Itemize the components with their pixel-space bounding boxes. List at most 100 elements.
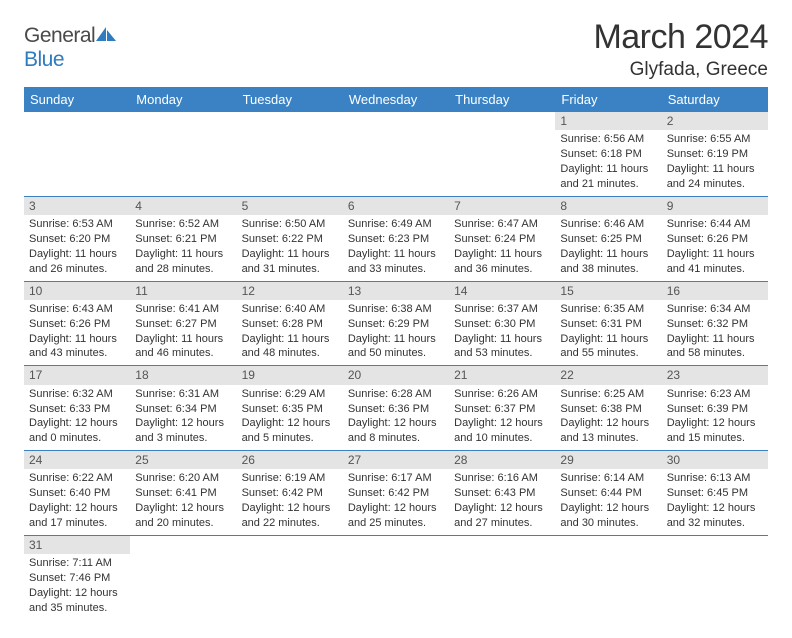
day-number: 6 xyxy=(343,197,449,215)
calendar-day-cell: 6Sunrise: 6:49 AMSunset: 6:23 PMDaylight… xyxy=(343,196,449,281)
daylight-text-2: and 27 minutes. xyxy=(454,516,550,531)
sunset-text: Sunset: 6:29 PM xyxy=(348,317,444,332)
weekday-header: Tuesday xyxy=(237,87,343,112)
day-details: Sunrise: 6:34 AMSunset: 6:32 PMDaylight:… xyxy=(662,300,768,365)
daylight-text-1: Daylight: 11 hours xyxy=(242,332,338,347)
calendar-day-cell: 5Sunrise: 6:50 AMSunset: 6:22 PMDaylight… xyxy=(237,196,343,281)
daylight-text-1: Daylight: 11 hours xyxy=(242,247,338,262)
day-number: 23 xyxy=(662,366,768,384)
sunrise-text: Sunrise: 6:31 AM xyxy=(135,387,231,402)
daylight-text-1: Daylight: 11 hours xyxy=(454,247,550,262)
calendar-day-cell: 9Sunrise: 6:44 AMSunset: 6:26 PMDaylight… xyxy=(662,196,768,281)
calendar-day-cell xyxy=(662,535,768,619)
sunrise-text: Sunrise: 6:16 AM xyxy=(454,471,550,486)
daylight-text-1: Daylight: 12 hours xyxy=(242,416,338,431)
sunset-text: Sunset: 6:26 PM xyxy=(29,317,125,332)
sunrise-text: Sunrise: 6:38 AM xyxy=(348,302,444,317)
daylight-text-2: and 3 minutes. xyxy=(135,431,231,446)
calendar-day-cell: 31Sunrise: 7:11 AMSunset: 7:46 PMDayligh… xyxy=(24,535,130,619)
day-number: 18 xyxy=(130,366,236,384)
day-number: 20 xyxy=(343,366,449,384)
day-number: 17 xyxy=(24,366,130,384)
daylight-text-1: Daylight: 12 hours xyxy=(560,501,656,516)
day-number: 4 xyxy=(130,197,236,215)
sail-icon xyxy=(95,24,117,48)
sunrise-text: Sunrise: 6:47 AM xyxy=(454,217,550,232)
daylight-text-2: and 58 minutes. xyxy=(667,346,763,361)
day-number: 28 xyxy=(449,451,555,469)
brand-text: GeneralBlue xyxy=(24,24,117,72)
daylight-text-2: and 30 minutes. xyxy=(560,516,656,531)
sunrise-text: Sunrise: 6:41 AM xyxy=(135,302,231,317)
daylight-text-2: and 31 minutes. xyxy=(242,262,338,277)
day-details: Sunrise: 6:19 AMSunset: 6:42 PMDaylight:… xyxy=(237,469,343,534)
sunrise-text: Sunrise: 7:11 AM xyxy=(29,556,125,571)
daylight-text-1: Daylight: 12 hours xyxy=(242,501,338,516)
daylight-text-2: and 21 minutes. xyxy=(560,177,656,192)
day-details: Sunrise: 6:56 AMSunset: 6:18 PMDaylight:… xyxy=(555,130,661,195)
sunset-text: Sunset: 6:34 PM xyxy=(135,402,231,417)
sunset-text: Sunset: 6:22 PM xyxy=(242,232,338,247)
sunset-text: Sunset: 6:40 PM xyxy=(29,486,125,501)
daylight-text-1: Daylight: 11 hours xyxy=(135,332,231,347)
day-details: Sunrise: 6:44 AMSunset: 6:26 PMDaylight:… xyxy=(662,215,768,280)
calendar-day-cell: 11Sunrise: 6:41 AMSunset: 6:27 PMDayligh… xyxy=(130,281,236,366)
calendar-day-cell: 18 Sunrise: 6:31 AMSunset: 6:34 PMDayligh… xyxy=(130,366,236,451)
daylight-text-1: Daylight: 12 hours xyxy=(667,416,763,431)
daylight-text-1: Daylight: 11 hours xyxy=(454,332,550,347)
sunset-text: Sunset: 6:35 PM xyxy=(242,402,338,417)
calendar-day-cell: 4Sunrise: 6:52 AMSunset: 6:21 PMDaylight… xyxy=(130,196,236,281)
day-details: Sunrise: 6:55 AMSunset: 6:19 PMDaylight:… xyxy=(662,130,768,195)
sunset-text: Sunset: 6:37 PM xyxy=(454,402,550,417)
calendar-day-cell: 12Sunrise: 6:40 AMSunset: 6:28 PMDayligh… xyxy=(237,281,343,366)
daylight-text-2: and 0 minutes. xyxy=(29,431,125,446)
calendar-day-cell: 21Sunrise: 6:26 AMSunset: 6:37 PMDayligh… xyxy=(449,366,555,451)
daylight-text-2: and 53 minutes. xyxy=(454,346,550,361)
daylight-text-1: Daylight: 11 hours xyxy=(348,332,444,347)
daylight-text-2: and 8 minutes. xyxy=(348,431,444,446)
daylight-text-1: Daylight: 12 hours xyxy=(29,586,125,601)
daylight-text-1: Daylight: 11 hours xyxy=(29,247,125,262)
sunset-text: Sunset: 6:23 PM xyxy=(348,232,444,247)
day-details: Sunrise: 6:28 AMSunset: 6:36 PMDaylight:… xyxy=(343,385,449,450)
sunset-text: Sunset: 6:26 PM xyxy=(667,232,763,247)
calendar-day-cell xyxy=(343,535,449,619)
day-number: 24 xyxy=(24,451,130,469)
day-details: Sunrise: 6:41 AMSunset: 6:27 PMDaylight:… xyxy=(130,300,236,365)
calendar-day-cell xyxy=(449,535,555,619)
day-number: 15 xyxy=(555,282,661,300)
sunset-text: Sunset: 6:18 PM xyxy=(560,147,656,162)
sunset-text: Sunset: 6:38 PM xyxy=(560,402,656,417)
day-details: Sunrise: 6:53 AMSunset: 6:20 PMDaylight:… xyxy=(24,215,130,280)
daylight-text-1: Daylight: 12 hours xyxy=(560,416,656,431)
sunrise-text: Sunrise: 6:56 AM xyxy=(560,132,656,147)
daylight-text-2: and 41 minutes. xyxy=(667,262,763,277)
daylight-text-2: and 10 minutes. xyxy=(454,431,550,446)
sunrise-text: Sunrise: 6:35 AM xyxy=(560,302,656,317)
daylight-text-2: and 25 minutes. xyxy=(348,516,444,531)
calendar-day-cell: 8Sunrise: 6:46 AMSunset: 6:25 PMDaylight… xyxy=(555,196,661,281)
sunrise-text: Sunrise: 6:37 AM xyxy=(454,302,550,317)
daylight-text-1: Daylight: 12 hours xyxy=(135,416,231,431)
calendar-day-cell xyxy=(237,535,343,619)
sunrise-text: Sunrise: 6:55 AM xyxy=(667,132,763,147)
day-details: Sunrise: 6:50 AMSunset: 6:22 PMDaylight:… xyxy=(237,215,343,280)
daylight-text-1: Daylight: 11 hours xyxy=(135,247,231,262)
day-number: 8 xyxy=(555,197,661,215)
calendar-week-row: 24Sunrise: 6:22 AMSunset: 6:40 PMDayligh… xyxy=(24,451,768,536)
calendar-day-cell xyxy=(24,112,130,196)
day-number: 22 xyxy=(555,366,661,384)
day-details: Sunrise: 6:47 AMSunset: 6:24 PMDaylight:… xyxy=(449,215,555,280)
daylight-text-1: Daylight: 12 hours xyxy=(348,416,444,431)
daylight-text-1: Daylight: 12 hours xyxy=(29,416,125,431)
daylight-text-1: Daylight: 12 hours xyxy=(135,501,231,516)
day-number: 27 xyxy=(343,451,449,469)
day-number: 14 xyxy=(449,282,555,300)
sunset-text: Sunset: 6:25 PM xyxy=(560,232,656,247)
brand-logo: GeneralBlue xyxy=(24,24,117,72)
weekday-header: Monday xyxy=(130,87,236,112)
calendar-day-cell: 2Sunrise: 6:55 AMSunset: 6:19 PMDaylight… xyxy=(662,112,768,196)
day-details: Sunrise: 6:40 AMSunset: 6:28 PMDaylight:… xyxy=(237,300,343,365)
sunrise-text: Sunrise: 6:49 AM xyxy=(348,217,444,232)
brand-part1: General xyxy=(24,24,95,47)
